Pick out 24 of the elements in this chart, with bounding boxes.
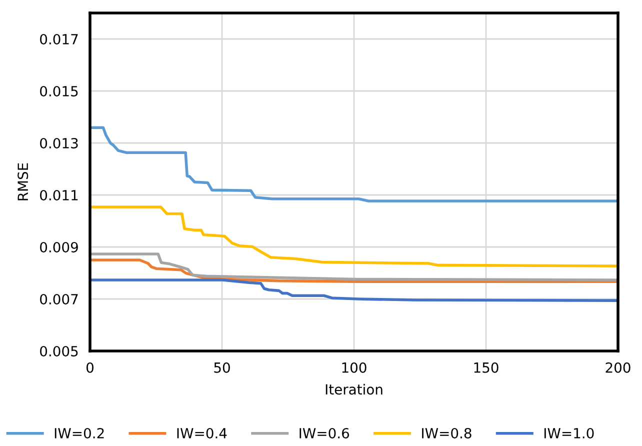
y-tick-label: 0.011 [40,190,78,200]
x-tick-label: 150 [474,362,498,373]
y-tick-label: 0.007 [40,294,78,304]
y-tick-label: 0.005 [40,346,78,356]
y-tick-label: 0.015 [40,86,78,96]
line-series [90,126,618,202]
legend-label: IW=1.0 [544,428,594,438]
y-tick-label: 0.013 [40,138,78,148]
y-axis-title: RMSE [18,163,28,200]
x-tick-label: 100 [342,362,366,373]
legend-label: IW=0.4 [177,428,227,438]
legend-label: IW=0.8 [422,428,472,438]
legend-label: IW=0.6 [300,428,350,438]
legend-label: IW=0.2 [54,428,104,438]
x-tick-label: 0 [86,362,94,373]
line-series [90,258,618,283]
line-series [90,278,618,302]
y-tick-label: 0.009 [40,242,78,252]
line-series [90,252,618,282]
x-tick-label: 50 [214,362,230,373]
y-tick-label: 0.017 [40,34,78,44]
line-series [90,206,618,268]
x-axis-title: Iteration [326,384,382,395]
x-tick-label: 200 [606,362,630,373]
